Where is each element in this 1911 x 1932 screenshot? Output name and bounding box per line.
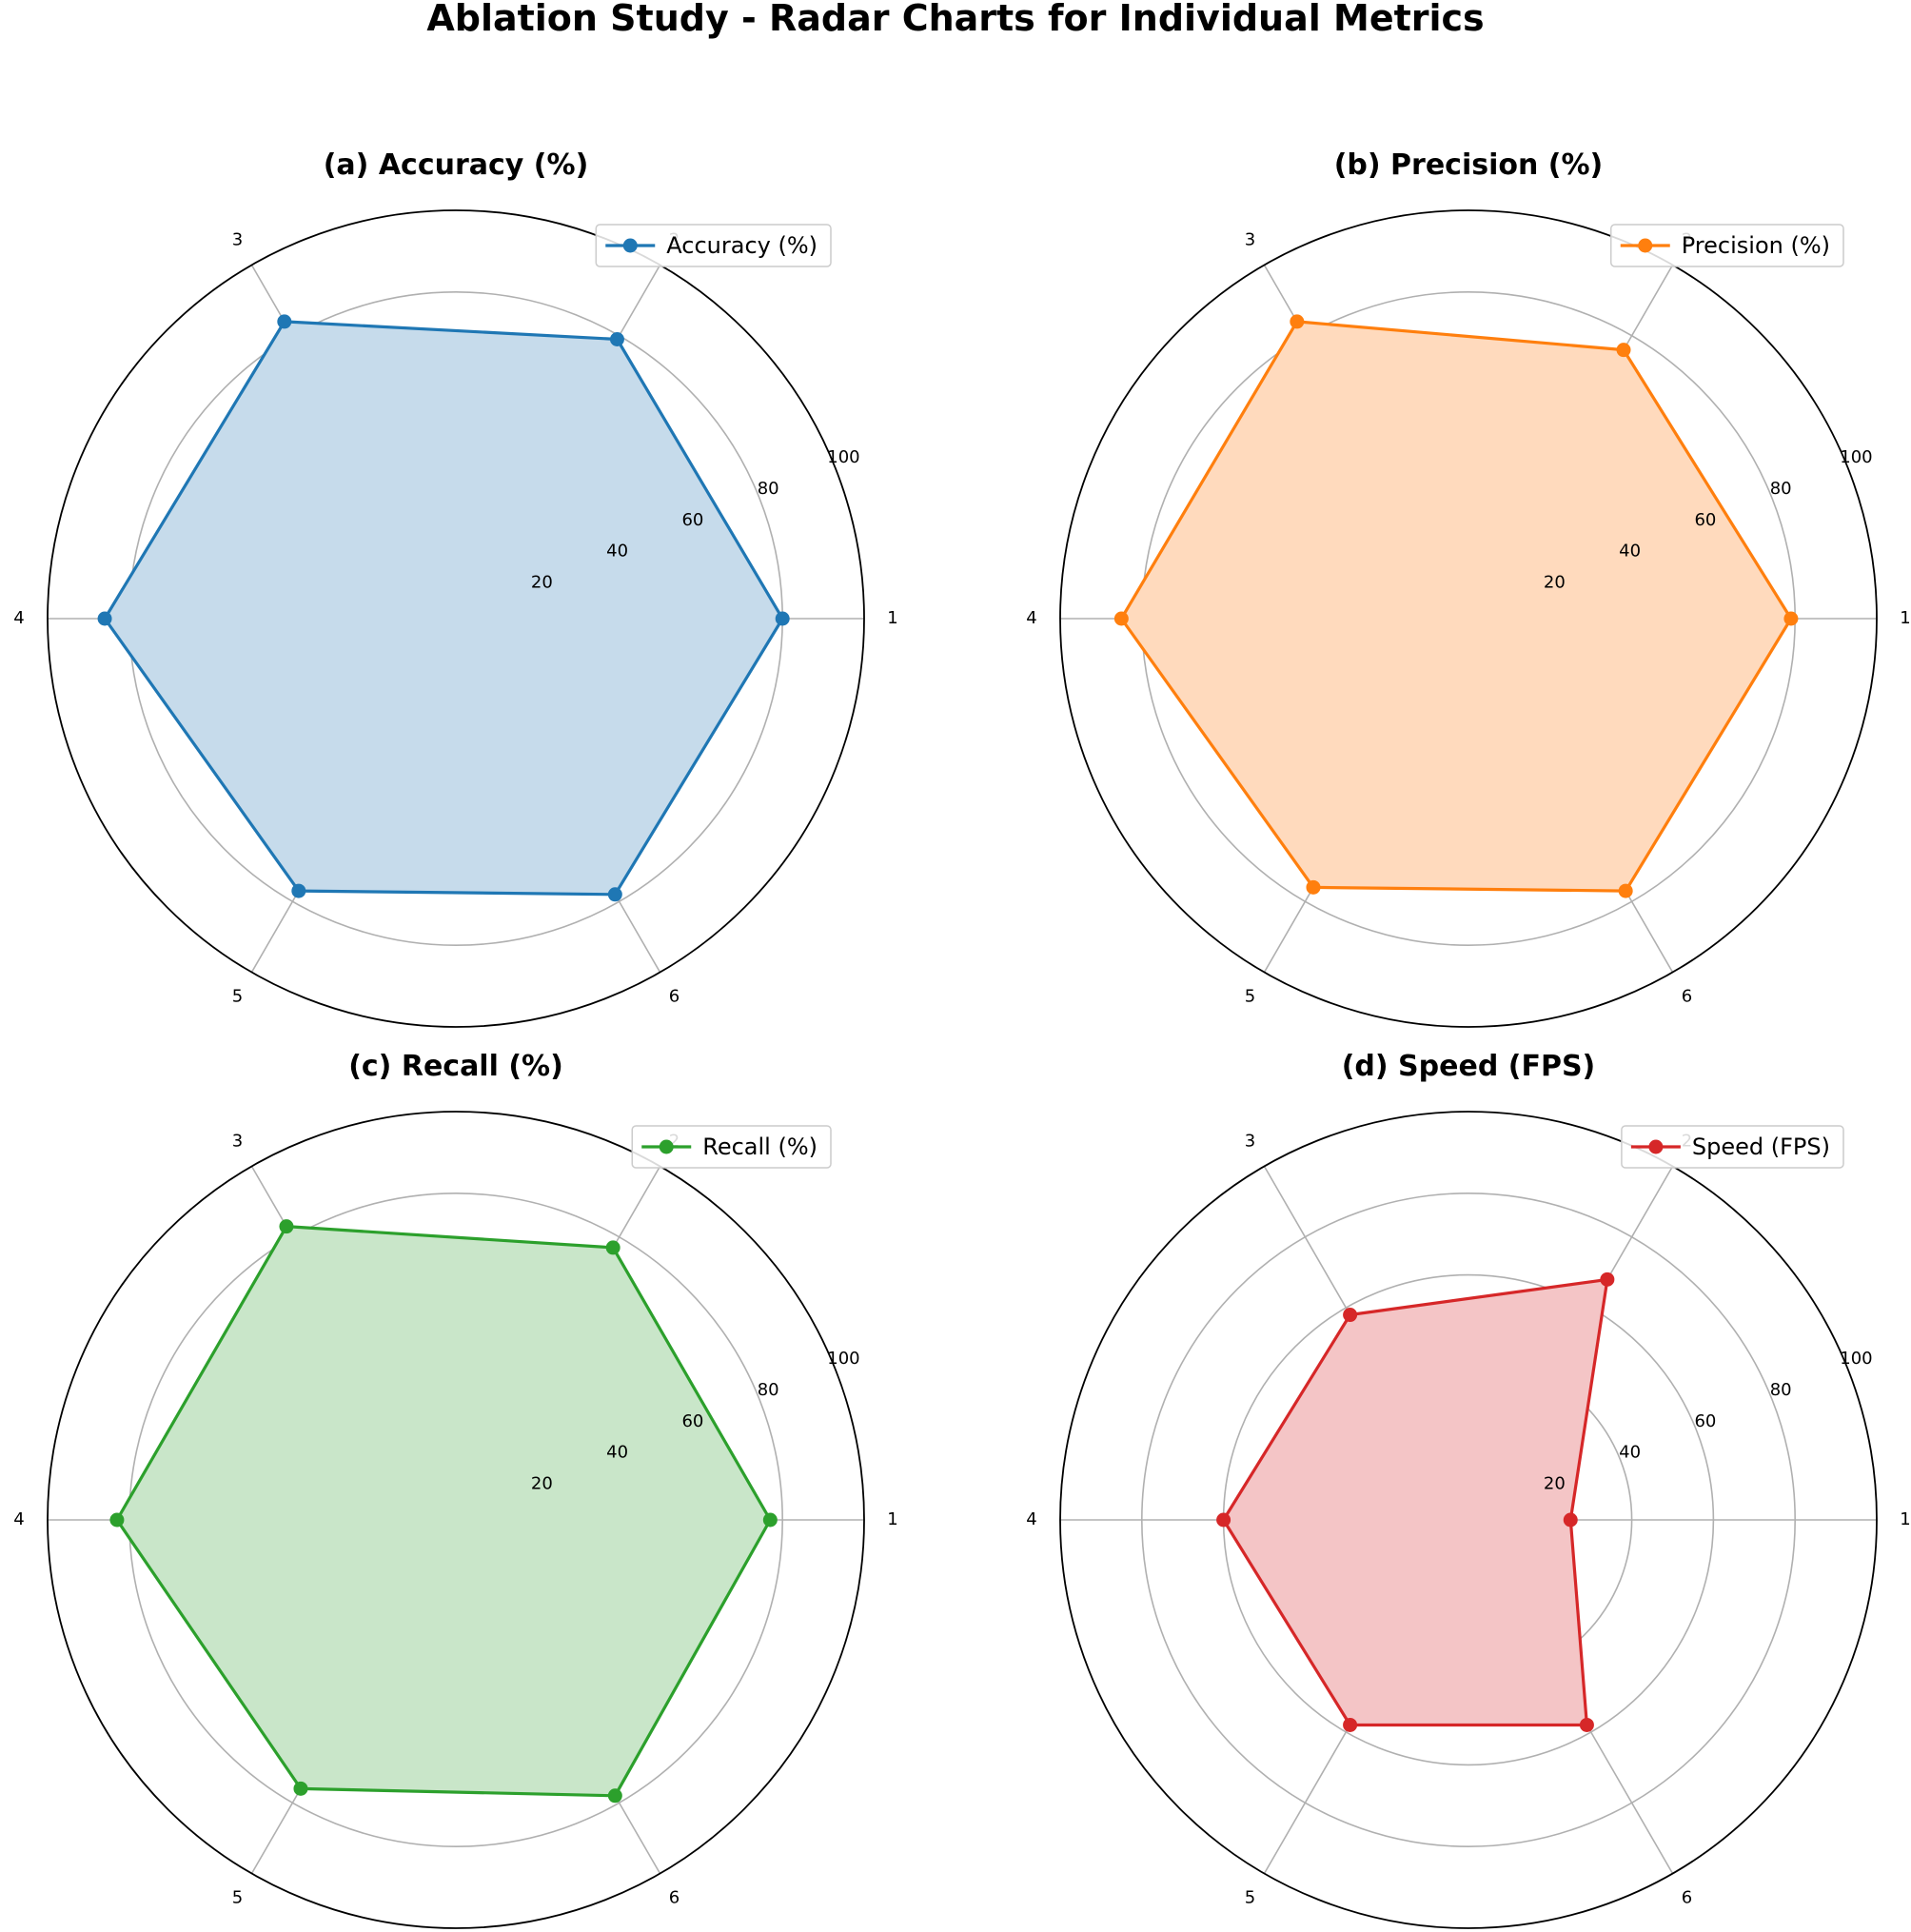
- radar-chart-recall: 20406080100123456(c) Recall (%)Recall (%…: [13, 1050, 898, 1929]
- outer-frame: [1059, 209, 1878, 1028]
- category-label-4: 4: [1026, 608, 1036, 628]
- data-point-5: [293, 1781, 308, 1796]
- series-area: [105, 321, 783, 895]
- category-label-1: 1: [1900, 608, 1910, 628]
- data-point-4: [109, 1512, 125, 1528]
- series-area: [1223, 1279, 1607, 1725]
- legend-box: [1621, 1125, 1844, 1169]
- category-label-6: 6: [669, 987, 680, 1007]
- series-area: [116, 1226, 771, 1796]
- r-tick-label-100: 100: [1840, 447, 1872, 467]
- r-tick-label-80: 80: [1770, 479, 1792, 499]
- r-tick-label-20: 20: [531, 573, 553, 593]
- data-point-4: [1113, 611, 1129, 626]
- r-tick-label-100: 100: [1840, 1349, 1872, 1369]
- data-point-6: [607, 887, 622, 902]
- category-label-5: 5: [1245, 1888, 1255, 1908]
- category-label-1: 1: [887, 1509, 897, 1529]
- category-label-5: 5: [1245, 987, 1255, 1007]
- r-tick-label-40: 40: [1619, 1443, 1641, 1463]
- category-label-3: 3: [1245, 1131, 1255, 1151]
- r-tick-label-80: 80: [1770, 1380, 1792, 1400]
- data-point-4: [1216, 1512, 1231, 1528]
- r-tick-label-60: 60: [1694, 510, 1716, 530]
- legend-label: Precision (%): [1682, 232, 1830, 259]
- data-point-1: [762, 1512, 778, 1528]
- r-tick-label-60: 60: [1694, 1411, 1716, 1431]
- category-label-5: 5: [232, 987, 243, 1007]
- figure-title: Ablation Study - Radar Charts for Indivi…: [426, 0, 1484, 39]
- r-tick-label-20: 20: [531, 1474, 553, 1494]
- outer-frame: [47, 209, 865, 1028]
- category-label-5: 5: [232, 1888, 243, 1908]
- panel-title: (b) Precision (%): [1334, 148, 1604, 182]
- data-point-1: [775, 611, 790, 626]
- legend-box: [1610, 224, 1844, 267]
- category-label-3: 3: [232, 1131, 243, 1151]
- r-tick-label-20: 20: [1544, 573, 1566, 593]
- legend-label: Recall (%): [702, 1134, 818, 1160]
- legend-marker-swatch: [659, 1139, 674, 1154]
- legend-label: Accuracy (%): [666, 232, 818, 259]
- category-label-4: 4: [13, 608, 24, 628]
- legend: Accuracy (%): [595, 224, 832, 267]
- category-label-3: 3: [232, 229, 243, 249]
- legend-marker-swatch: [1648, 1139, 1664, 1154]
- data-point-5: [291, 883, 306, 898]
- data-point-6: [607, 1788, 622, 1804]
- legend-box: [595, 224, 832, 267]
- data-point-3: [1290, 314, 1305, 329]
- data-point-3: [1343, 1308, 1358, 1323]
- legend: Recall (%): [631, 1125, 832, 1169]
- radar-panels: 20406080100123456(a) Accuracy (%)Accurac…: [13, 148, 1911, 1929]
- legend: Precision (%): [1610, 224, 1844, 267]
- legend: Speed (FPS): [1621, 1125, 1844, 1169]
- outer-frame: [47, 1111, 865, 1929]
- category-label-6: 6: [1682, 987, 1692, 1007]
- r-tick-label-100: 100: [827, 1349, 859, 1369]
- category-label-4: 4: [13, 1509, 24, 1529]
- legend-marker-swatch: [622, 238, 638, 253]
- data-point-2: [605, 1240, 621, 1255]
- data-point-2: [1600, 1272, 1615, 1287]
- category-label-4: 4: [1026, 1509, 1036, 1529]
- category-label-1: 1: [887, 608, 897, 628]
- r-tick-label-40: 40: [1619, 542, 1641, 562]
- legend-marker-swatch: [1638, 238, 1653, 253]
- data-point-6: [1579, 1717, 1594, 1732]
- outer-frame: [1059, 1111, 1878, 1929]
- legend-label: Speed (FPS): [1692, 1134, 1830, 1160]
- data-point-1: [1783, 611, 1799, 626]
- panel-title: (d) Speed (FPS): [1342, 1050, 1596, 1083]
- category-label-6: 6: [1682, 1888, 1692, 1908]
- data-point-5: [1343, 1717, 1358, 1732]
- category-label-1: 1: [1900, 1509, 1910, 1529]
- data-point-5: [1306, 879, 1321, 895]
- data-point-2: [1616, 343, 1631, 358]
- panel-title: (c) Recall (%): [348, 1050, 563, 1083]
- data-point-4: [97, 611, 112, 626]
- radar-chart-speed: 20406080100123456(d) Speed (FPS)Speed (F…: [1026, 1050, 1911, 1929]
- data-point-6: [1618, 883, 1633, 898]
- legend-box: [631, 1125, 832, 1169]
- data-point-3: [279, 1219, 294, 1234]
- category-label-3: 3: [1245, 229, 1255, 249]
- r-tick-label-80: 80: [758, 1380, 779, 1400]
- r-tick-label-20: 20: [1544, 1474, 1566, 1494]
- r-tick-label-100: 100: [827, 447, 859, 467]
- panel-title: (a) Accuracy (%): [324, 148, 589, 182]
- radar-chart-precision: 20406080100123456(b) Precision (%)Precis…: [1026, 148, 1911, 1028]
- r-tick-label-40: 40: [606, 542, 628, 562]
- r-tick-label-40: 40: [606, 1443, 628, 1463]
- series-area: [1121, 321, 1791, 892]
- r-tick-label-80: 80: [758, 479, 779, 499]
- radar-chart-accuracy: 20406080100123456(a) Accuracy (%)Accurac…: [13, 148, 898, 1028]
- data-point-1: [1563, 1512, 1578, 1528]
- category-label-6: 6: [669, 1888, 680, 1908]
- r-tick-label-60: 60: [681, 1411, 703, 1431]
- data-point-3: [277, 314, 292, 329]
- data-point-2: [609, 331, 624, 346]
- r-tick-label-60: 60: [681, 510, 703, 530]
